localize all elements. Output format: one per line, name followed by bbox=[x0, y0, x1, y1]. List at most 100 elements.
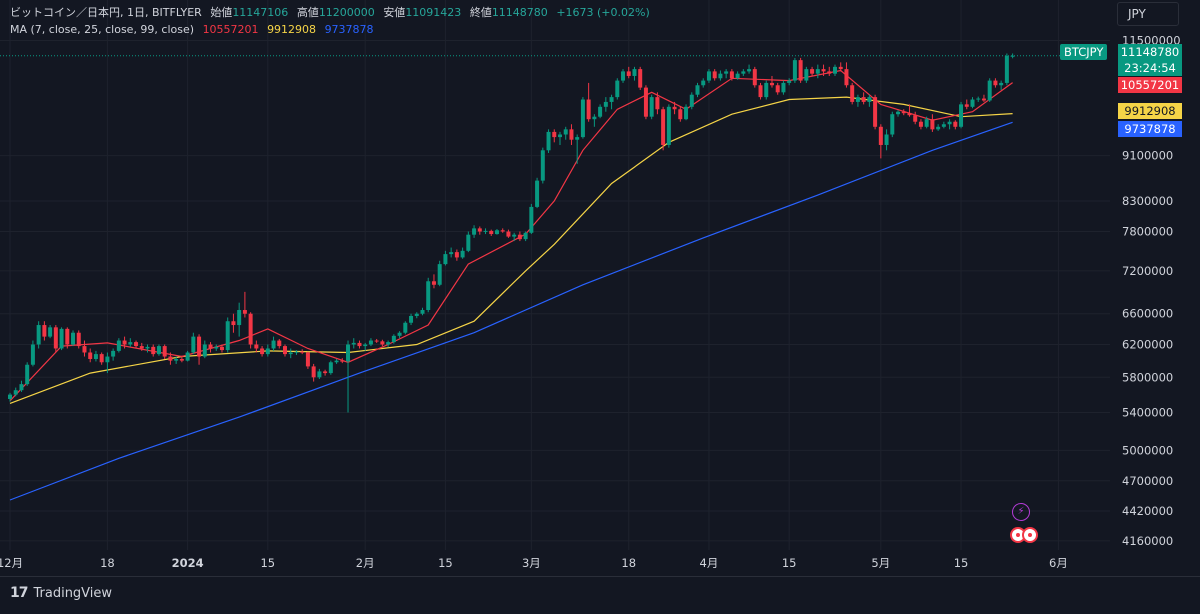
candle-countdown: 23:24:54 bbox=[1124, 61, 1176, 75]
candle bbox=[59, 327, 64, 351]
candle bbox=[454, 249, 459, 261]
candle-body bbox=[729, 71, 734, 79]
candle-body bbox=[145, 346, 150, 349]
candle bbox=[861, 92, 866, 105]
candle-body bbox=[277, 340, 282, 347]
candle-body bbox=[712, 71, 717, 79]
high-number: 11200000 bbox=[318, 6, 375, 19]
candle bbox=[999, 80, 1004, 90]
candle bbox=[844, 62, 849, 88]
candle-body bbox=[214, 346, 219, 349]
candle bbox=[156, 344, 161, 356]
candle bbox=[36, 321, 41, 349]
candle-body bbox=[391, 335, 396, 343]
candle bbox=[517, 231, 522, 242]
candle-body bbox=[271, 340, 276, 349]
candle-body bbox=[242, 310, 247, 314]
candle bbox=[1010, 53, 1015, 59]
ma25-line bbox=[9, 96, 1013, 404]
candle bbox=[294, 350, 299, 355]
candle bbox=[970, 97, 975, 109]
ma-indicator-title[interactable]: MA (7, close, 25, close, 99, close) bbox=[10, 23, 195, 36]
footer-bar: 17 TradingView bbox=[0, 576, 1200, 611]
low-label: 安値 bbox=[383, 6, 406, 19]
candle bbox=[535, 177, 540, 209]
candle bbox=[529, 203, 534, 235]
candle bbox=[1004, 53, 1009, 86]
candle-body bbox=[947, 121, 952, 125]
event-marker-icon[interactable] bbox=[1022, 527, 1038, 543]
candle-body bbox=[999, 82, 1004, 86]
candle bbox=[609, 94, 614, 110]
candle-body bbox=[426, 281, 431, 311]
event-markers[interactable] bbox=[1010, 527, 1038, 543]
y-tick-label: 6600000 bbox=[1122, 307, 1173, 321]
candle bbox=[695, 82, 700, 98]
candle-body bbox=[621, 71, 626, 81]
candle bbox=[483, 228, 488, 235]
candle-body bbox=[896, 111, 901, 115]
high-value: 高値11200000 bbox=[297, 6, 375, 19]
candle bbox=[924, 116, 929, 129]
candle bbox=[197, 334, 202, 365]
candle bbox=[242, 291, 247, 318]
candle-body bbox=[437, 264, 442, 285]
candle-body bbox=[99, 354, 104, 363]
candle bbox=[615, 78, 620, 100]
candle bbox=[111, 348, 116, 361]
x-tick-label: 2024 bbox=[172, 556, 204, 570]
candle-body bbox=[386, 342, 391, 345]
candle-body bbox=[792, 60, 797, 81]
candle-body bbox=[844, 69, 849, 86]
candle-body bbox=[179, 358, 184, 361]
candle-body bbox=[288, 352, 293, 355]
candle-body bbox=[855, 97, 860, 102]
lightning-icon[interactable]: ⚡ bbox=[1012, 503, 1030, 521]
currency-button[interactable]: JPY bbox=[1117, 2, 1179, 26]
tradingview-logo[interactable]: 17 TradingView bbox=[10, 585, 112, 601]
ma99-tag: 9737878 bbox=[1118, 121, 1182, 137]
candle bbox=[638, 66, 643, 90]
candle-body bbox=[575, 137, 580, 140]
candle-body bbox=[735, 73, 740, 79]
candle-body bbox=[397, 332, 402, 336]
candle bbox=[523, 231, 528, 242]
candle-body bbox=[225, 321, 230, 351]
candle bbox=[850, 82, 855, 105]
candle bbox=[139, 342, 144, 351]
candle-body bbox=[151, 346, 156, 355]
candle bbox=[775, 82, 780, 95]
candle bbox=[271, 336, 276, 351]
candle bbox=[758, 82, 763, 100]
candle bbox=[225, 317, 230, 353]
candle-body bbox=[254, 344, 259, 349]
x-tick-label: 12月 bbox=[0, 556, 23, 570]
candle-body bbox=[139, 346, 144, 349]
open-label: 始値 bbox=[210, 6, 233, 19]
y-tick-label: 5800000 bbox=[1122, 370, 1173, 384]
candle-body bbox=[466, 234, 471, 251]
candle-body bbox=[764, 82, 769, 98]
candle bbox=[219, 344, 224, 353]
candle bbox=[913, 111, 918, 125]
candle-body bbox=[684, 106, 689, 120]
candle-body bbox=[970, 99, 975, 107]
candle-body bbox=[403, 322, 408, 333]
candle bbox=[254, 340, 259, 353]
candle-body bbox=[19, 384, 24, 391]
candle-body bbox=[598, 106, 603, 117]
candle bbox=[672, 101, 677, 115]
candle-body bbox=[443, 254, 448, 265]
candle bbox=[569, 124, 574, 145]
symbol-title[interactable]: ビットコイン／日本円, 1日, BITFLYER bbox=[10, 6, 202, 19]
candle-body bbox=[752, 69, 757, 86]
candle bbox=[231, 313, 236, 333]
candle bbox=[323, 369, 328, 376]
candle-body bbox=[941, 124, 946, 127]
chart-legend: ビットコイン／日本円, 1日, BITFLYER 始値11147106 高値11… bbox=[10, 4, 655, 38]
y-tick-label: 4160000 bbox=[1122, 534, 1173, 548]
last-price-tag: 11148780 23:24:54 bbox=[1118, 44, 1182, 76]
candle bbox=[804, 66, 809, 83]
